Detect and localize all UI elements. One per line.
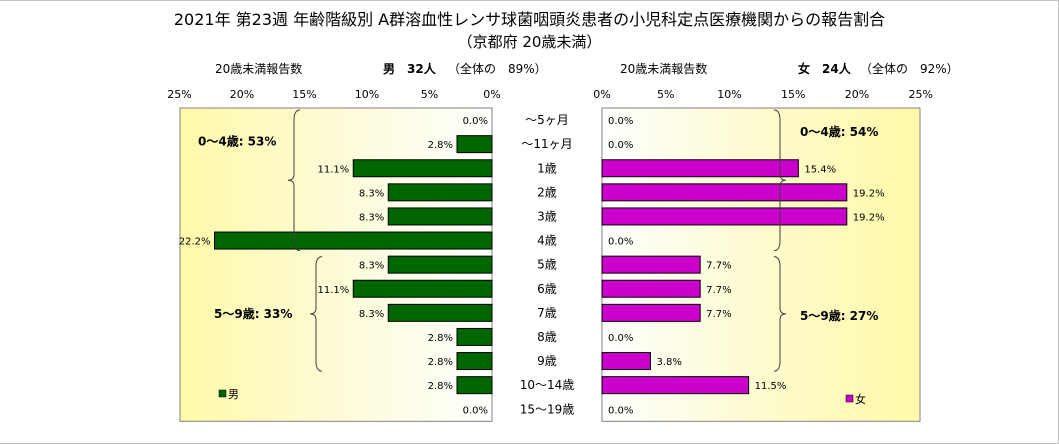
male-legend-label: 男 (228, 388, 239, 401)
chart-title: 2021年 第23週 年齢階級別 A群溶血性レンサ球菌咽頭炎患者の小児科定点医療… (173, 10, 886, 29)
female-bar (601, 279, 701, 298)
male-bar (387, 183, 493, 202)
female-bar (601, 352, 651, 371)
category-label: 10〜14歳 (520, 378, 575, 392)
male-value-label: 2.8% (428, 381, 453, 392)
female-value-label: 0.0% (608, 405, 633, 416)
male-value-label: 8.3% (359, 212, 384, 223)
male-value-label: 22.2% (179, 237, 211, 248)
male-value-label: 2.8% (428, 357, 453, 368)
male-legend-swatch (218, 389, 227, 398)
female-tick-label: 0% (593, 88, 610, 101)
male-bar (387, 207, 493, 226)
category-label: 7歳 (537, 306, 557, 320)
female-bar (601, 183, 848, 202)
female-bar (601, 376, 750, 395)
chart-subtitle: （京都府 20歳未満） (457, 33, 602, 51)
female-brace-0-4 (773, 109, 787, 252)
male-bar (214, 231, 493, 250)
category-label: 3歳 (537, 209, 557, 223)
male-tick-label: 20% (230, 88, 254, 101)
male-tick-label: 0% (483, 88, 500, 101)
male-value-label: 11.1% (317, 285, 349, 296)
female-tick-label: 15% (781, 88, 805, 101)
category-label: 5歳 (537, 258, 557, 272)
male-value-label: 8.3% (359, 188, 384, 199)
male-value-label: 0.0% (463, 116, 488, 127)
male-share: （全体の 89%） (448, 62, 547, 76)
male-bar (387, 255, 493, 274)
female-value-label: 0.0% (608, 140, 633, 151)
male-value-label: 0.0% (463, 405, 488, 416)
male-value-label: 2.8% (428, 140, 453, 151)
female-legend-swatch (845, 394, 854, 403)
female-value-label: 7.7% (706, 309, 731, 320)
category-label: 6歳 (537, 282, 557, 296)
male-annotation-5-9: 5〜9歳: 33% (214, 306, 292, 321)
male-brace-5-9 (309, 256, 323, 372)
male-annotation-0-4: 0〜4歳: 53% (198, 133, 276, 148)
male-brace-0-4 (287, 109, 301, 252)
male-bar (456, 352, 493, 371)
male-bar (456, 135, 493, 154)
female-share: （全体の 92%） (860, 62, 959, 76)
male-value-label: 8.3% (359, 261, 384, 272)
female-annotation-0-4: 0〜4歳: 54% (800, 124, 878, 139)
category-label: 1歳 (537, 161, 557, 175)
female-value-label: 15.4% (804, 164, 836, 175)
female-tick-label: 25% (909, 88, 933, 101)
female-brace-5-9 (773, 256, 787, 372)
female-annotation-5-9: 5〜9歳: 27% (800, 308, 878, 323)
female-value-label: 7.7% (706, 261, 731, 272)
male-tick-label: 15% (292, 88, 316, 101)
female-count: 女 24人 (798, 62, 851, 76)
category-label: 〜11ヶ月 (521, 137, 572, 151)
category-label: 〜5ヶ月 (525, 113, 569, 127)
category-label: 9歳 (537, 354, 557, 368)
male-bar (456, 376, 493, 395)
category-label: 8歳 (537, 330, 557, 344)
female-legend-label: 女 (855, 392, 866, 406)
male-tick-label: 5% (421, 88, 438, 101)
female-value-label: 11.5% (755, 381, 787, 392)
male-tick-label: 25% (167, 88, 191, 101)
male-count: 男 32人 (383, 62, 436, 76)
male-value-label: 2.8% (428, 333, 453, 344)
female-value-label: 19.2% (853, 212, 885, 223)
female-tick-label: 5% (657, 88, 674, 101)
category-label: 2歳 (537, 185, 557, 199)
female-tick-label: 10% (717, 88, 741, 101)
female-tick-label: 20% (845, 88, 869, 101)
male-tick-label: 10% (355, 88, 379, 101)
female-count-label: 20歳未満報告数 (620, 62, 708, 76)
female-value-label: 19.2% (853, 188, 885, 199)
female-bar (601, 159, 799, 178)
female-value-label: 0.0% (608, 116, 633, 127)
female-bar (601, 207, 848, 226)
female-value-label: 0.0% (608, 333, 633, 344)
male-bar (352, 279, 493, 298)
female-bar (601, 303, 701, 322)
female-value-label: 0.0% (608, 237, 633, 248)
female-value-label: 3.8% (656, 357, 681, 368)
male-bar (387, 303, 493, 322)
female-value-label: 7.7% (706, 285, 731, 296)
category-label: 15〜19歳 (520, 402, 575, 416)
male-bar (456, 327, 493, 346)
category-label: 4歳 (537, 234, 557, 248)
male-value-label: 11.1% (317, 164, 349, 175)
female-bar (601, 255, 701, 274)
male-bar (352, 159, 493, 178)
male-count-label: 20歳未満報告数 (215, 62, 303, 76)
male-value-label: 8.3% (359, 309, 384, 320)
